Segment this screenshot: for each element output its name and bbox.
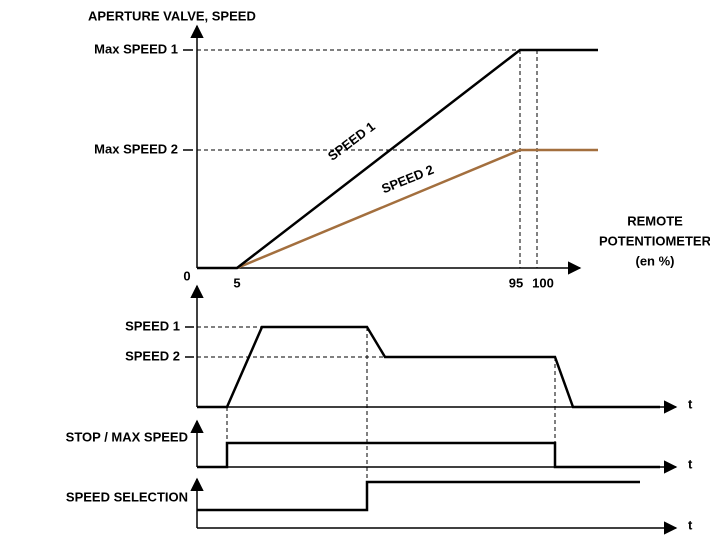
y-label: Max SPEED 2 [94,141,178,156]
time-label: t [688,456,693,471]
stop-trace [197,441,660,469]
speed-2-curve [236,148,598,270]
y-label: Max SPEED 1 [94,41,178,56]
speed-trace [197,325,660,409]
time-label: t [688,517,693,532]
x-label: 95 [509,275,523,290]
level-label: SPEED 2 [125,348,180,363]
signal-label: SPEED SELECTION [66,489,188,504]
title: APERTURE VALVE, SPEED [88,8,256,23]
x-label: 5 [233,275,240,290]
selection-trace [197,480,640,512]
x-axis-label: POTENTIOMETER [599,233,710,248]
time-label: t [688,396,693,411]
timing: t SPEED 1 SPEED 2 t STOP / MAX SPEED t S… [66,284,693,535]
x-label: 0 [183,268,190,283]
curve-label: SPEED 1 [325,119,378,164]
x-label: 100 [532,275,554,290]
speed-chart: APERTURE VALVE, SPEED Max SPEED 1 Max SP… [88,8,710,290]
x-axis-label: REMOTE [627,213,683,228]
level-label: SPEED 1 [125,318,180,333]
signal-label: STOP / MAX SPEED [66,429,188,444]
curve-label: SPEED 2 [379,162,436,196]
speed-1-curve [197,48,598,270]
x-axis-label: (en %) [636,253,675,268]
